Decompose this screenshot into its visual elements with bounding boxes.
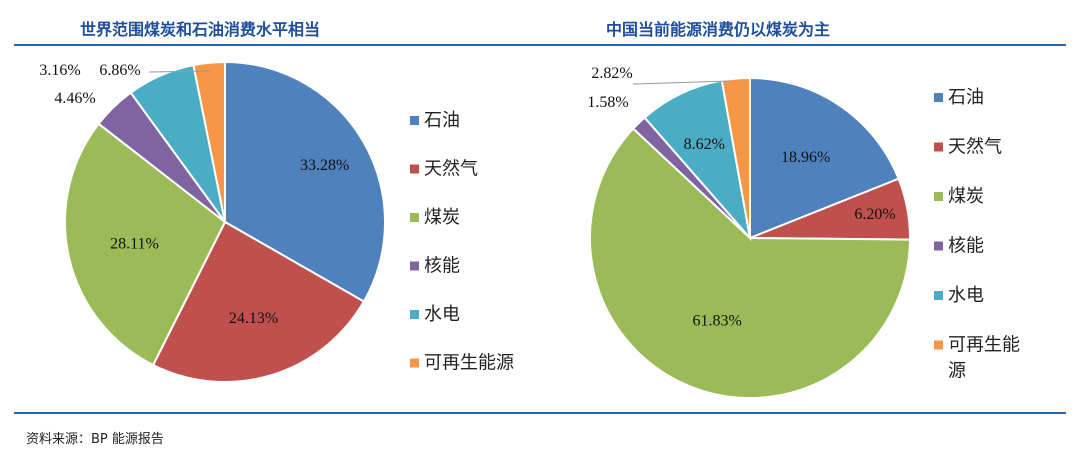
leader-line-renewable <box>148 70 212 73</box>
legend-label-hydro: 水电 <box>424 304 460 325</box>
legend-label-gas: 天然气 <box>424 159 478 180</box>
legend-swatch-nuclear <box>934 241 943 251</box>
leader-line-renewable <box>632 80 731 85</box>
top-divider <box>14 44 1066 46</box>
slice-oil <box>224 60 387 303</box>
legend-label-oil: 石油 <box>424 110 460 131</box>
legend-swatch-oil <box>934 93 943 102</box>
data-label-hydro: 8.62% <box>684 136 725 153</box>
legend-label-renewable: 可再生能源 <box>948 335 1020 382</box>
legend-label-nuclear: 核能 <box>948 236 984 257</box>
legend-swatch-gas <box>934 142 943 152</box>
data-label-gas: 24.13% <box>229 310 278 327</box>
slice-oil <box>749 76 900 240</box>
data-label-oil: 18.96% <box>781 149 830 166</box>
legend-item-nuclear: 核能 <box>934 236 984 257</box>
slice-coal <box>589 127 912 399</box>
legend-label-nuclear: 核能 <box>424 256 460 277</box>
slice-coal <box>64 122 227 367</box>
legend-label-renewable: 可再生能源 <box>424 353 514 374</box>
data-label-gas: 6.20% <box>854 206 895 223</box>
legend-item-coal: 煤炭 <box>410 207 460 228</box>
legend-swatch-gas <box>410 164 419 174</box>
data-label-coal: 61.83% <box>693 313 742 330</box>
data-label-coal: 28.11% <box>110 235 159 252</box>
legend-swatch-nuclear <box>410 261 419 271</box>
legend-item-nuclear: 核能 <box>410 256 460 277</box>
legend-item-hydro: 水电 <box>410 304 460 325</box>
legend-swatch-hydro <box>410 310 419 319</box>
pie-chart-1: 33.28% 24.13% 28.11% 4.46%6.86% 3.16% 石油天然气煤炭… <box>39 60 514 383</box>
legend-label-coal: 煤炭 <box>424 207 460 228</box>
bottom-divider <box>14 412 1066 414</box>
chart-2-title: 中国当前能源消费仍以煤炭为主 <box>606 20 831 39</box>
legend-item-oil: 石油 <box>934 87 984 108</box>
slice-renewable <box>192 60 226 223</box>
data-label-hydro: 6.86% <box>99 62 140 79</box>
data-label-oil: 33.28% <box>300 157 349 174</box>
legend-item-oil: 石油 <box>410 110 460 131</box>
legend-label-hydro: 水电 <box>948 285 984 306</box>
chart-1-title: 世界范围煤炭和石油消费水平相当 <box>80 20 321 39</box>
slice-renewable <box>720 76 751 239</box>
legend-item-renewable: 可再生能源 <box>934 335 1020 382</box>
legend-item-renewable: 可再生能源 <box>410 353 514 374</box>
data-label-renewable: 3.16% <box>39 62 80 79</box>
legend-item-coal: 煤炭 <box>934 186 984 207</box>
legend-label-gas: 天然气 <box>948 137 1002 158</box>
legend-swatch-renewable <box>934 340 943 350</box>
data-label-nuclear: 4.46% <box>54 90 95 107</box>
legend-item-gas: 天然气 <box>410 159 478 180</box>
legend-swatch-oil <box>410 116 419 125</box>
pie-chart-2: 18.96% 6.20% 61.83% 1.58% 8.62% 2.82% 石油天然气煤炭核… <box>587 65 1020 399</box>
data-label-renewable: 2.82% <box>591 65 632 82</box>
legend-swatch-coal <box>410 213 419 222</box>
source-note: 资料来源：BP 能源报告 <box>26 432 164 447</box>
legend-item-hydro: 水电 <box>934 285 984 306</box>
legend-label-oil: 石油 <box>948 87 984 108</box>
legend-item-gas: 天然气 <box>934 137 1002 158</box>
legend-swatch-hydro <box>934 291 943 300</box>
legend-swatch-coal <box>934 192 943 201</box>
data-label-nuclear: 1.58% <box>587 94 628 111</box>
legend-swatch-renewable <box>410 358 419 368</box>
legend-label-coal: 煤炭 <box>948 186 984 207</box>
